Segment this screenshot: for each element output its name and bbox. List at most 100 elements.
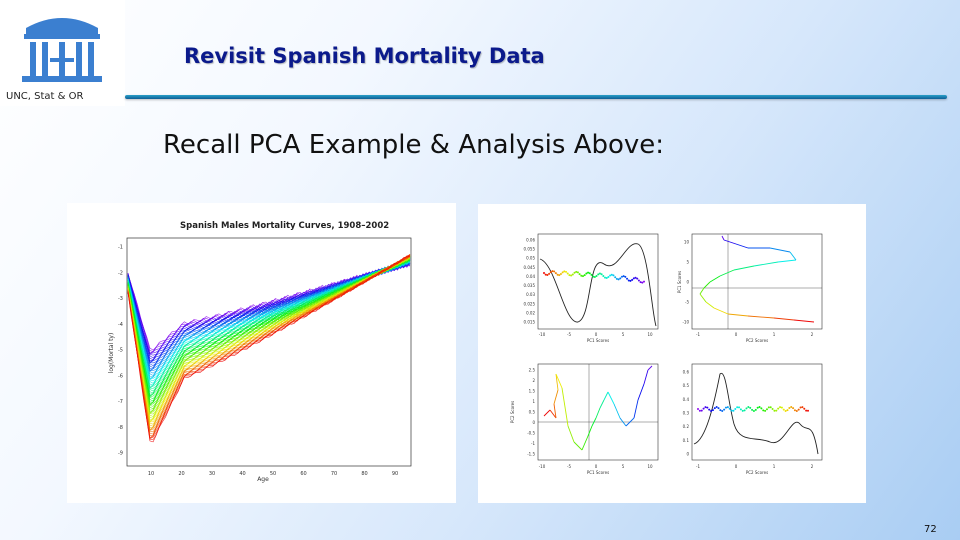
score-point [578, 273, 581, 276]
y-tick-label: 0.025 [524, 301, 536, 306]
score-point [751, 408, 754, 411]
score-point [724, 406, 727, 409]
score-point [624, 275, 627, 278]
y-axis-label: PC2 Scores [510, 401, 515, 423]
score-point [612, 274, 615, 277]
score-point [565, 270, 568, 273]
y-axis-label: log(Mortal ty) [108, 333, 115, 374]
score-point [626, 277, 629, 280]
trajectory-segment [587, 425, 593, 437]
trajectory-segment [777, 259, 797, 263]
mortality-curve [127, 255, 411, 440]
trajectory-segment [613, 403, 621, 419]
score-point [736, 406, 739, 409]
x-tick-label: -5 [567, 464, 571, 469]
score-point [607, 276, 610, 279]
score-point [617, 278, 620, 281]
trajectory-segment [773, 317, 795, 321]
score-point [773, 409, 776, 412]
y-tick-label: 1.5 [529, 389, 536, 394]
score-point [556, 273, 559, 276]
y-tick-label: 0.055 [524, 247, 536, 252]
score-point [758, 406, 761, 409]
score-point [749, 406, 752, 409]
trajectory-segment [735, 243, 749, 249]
score-point [790, 406, 793, 409]
score-point [634, 276, 637, 279]
y-tick-label: -10 [682, 320, 689, 325]
y-tick-label: -5 [685, 300, 689, 305]
y-tick-label: 0.04 [526, 274, 535, 279]
score-point [581, 275, 584, 278]
score-point [631, 278, 634, 281]
trajectory-segment [713, 307, 729, 315]
x-tick-labels: -10 -5 0 5 10 [539, 464, 653, 469]
score-point [803, 407, 806, 410]
x-axis-label: PC1 Scores [587, 470, 609, 475]
y-tick-label: -7 [118, 399, 123, 405]
x-tick-labels: -1 0 1 2 [696, 464, 814, 469]
mortality-curves-figure: Spanish Males Mortality Curves, 1908–200… [67, 203, 456, 503]
score-point [548, 272, 551, 275]
org-caption: UNC, Stat & OR [6, 91, 84, 102]
y-tick-labels: -1 -2 -3 -4 -5 -6 -7 -8 -9 [118, 245, 123, 457]
score-point [795, 409, 798, 412]
score-point [738, 406, 741, 409]
x-axis-label: PC1 Scores [587, 338, 609, 343]
trajectory-segment [643, 369, 649, 385]
x-tick-labels: -10 -5 0 5 10 [539, 332, 653, 337]
pc1-score-points [543, 270, 645, 284]
x-tick-label: 90 [392, 471, 398, 477]
trajectory-segment [703, 281, 711, 289]
trajectory-segment [573, 441, 583, 451]
score-point [643, 280, 645, 283]
x-tick-label: -10 [539, 332, 546, 337]
score-point [639, 281, 642, 284]
score-point [779, 406, 782, 409]
score-point [797, 408, 800, 411]
score-point [771, 408, 774, 411]
score-point [605, 277, 608, 280]
score-point [762, 409, 765, 412]
score-point [615, 277, 618, 280]
mortality-curves-plot: Spanish Males Mortality Curves, 1908–200… [108, 221, 412, 483]
score-point [585, 272, 588, 275]
score-point [632, 277, 635, 280]
trajectory-segment [567, 425, 575, 443]
y-tick-label: -2 [118, 270, 123, 276]
score-point [697, 408, 699, 410]
score-point [726, 406, 729, 409]
score-point [799, 406, 802, 409]
trajectory-segment [625, 417, 635, 427]
y-tick-labels: 0.06 0.055 0.05 0.045 0.04 0.035 0.03 0.025 0.02… [524, 238, 536, 325]
y-tick-label: -0.5 [527, 431, 535, 436]
y-tick-label: 0.06 [526, 238, 535, 243]
score-point [713, 407, 716, 410]
score-point [598, 272, 601, 275]
trajectory-segment [553, 403, 557, 419]
score-point [568, 274, 571, 277]
trajectory-segment [705, 301, 715, 309]
score-point [706, 406, 709, 409]
trajectory-segment [599, 399, 605, 409]
trajectory-segment [581, 435, 589, 451]
x-tick-labels: -1 0 1 2 [696, 332, 814, 337]
x-tick-labels: 10 20 30 40 50 60 70 80 90 [148, 471, 398, 477]
x-tick-label: 40 [239, 471, 245, 477]
score-point [554, 272, 557, 275]
score-point [610, 273, 613, 276]
mortality-curve [127, 255, 411, 440]
trajectory-segment [555, 373, 559, 391]
score-point [600, 273, 603, 276]
score-point [597, 273, 600, 276]
x-tick-label: 10 [647, 464, 653, 469]
score-point [741, 409, 744, 412]
x-tick-label: 0 [735, 464, 738, 469]
plot-frame [126, 237, 412, 467]
trajectory-segment [619, 417, 627, 427]
trajectory-segment [699, 293, 707, 303]
score-point [602, 274, 605, 277]
x-tick-label: -1 [696, 464, 700, 469]
score-point [780, 406, 783, 409]
y-tick-label: -1.5 [527, 452, 535, 457]
